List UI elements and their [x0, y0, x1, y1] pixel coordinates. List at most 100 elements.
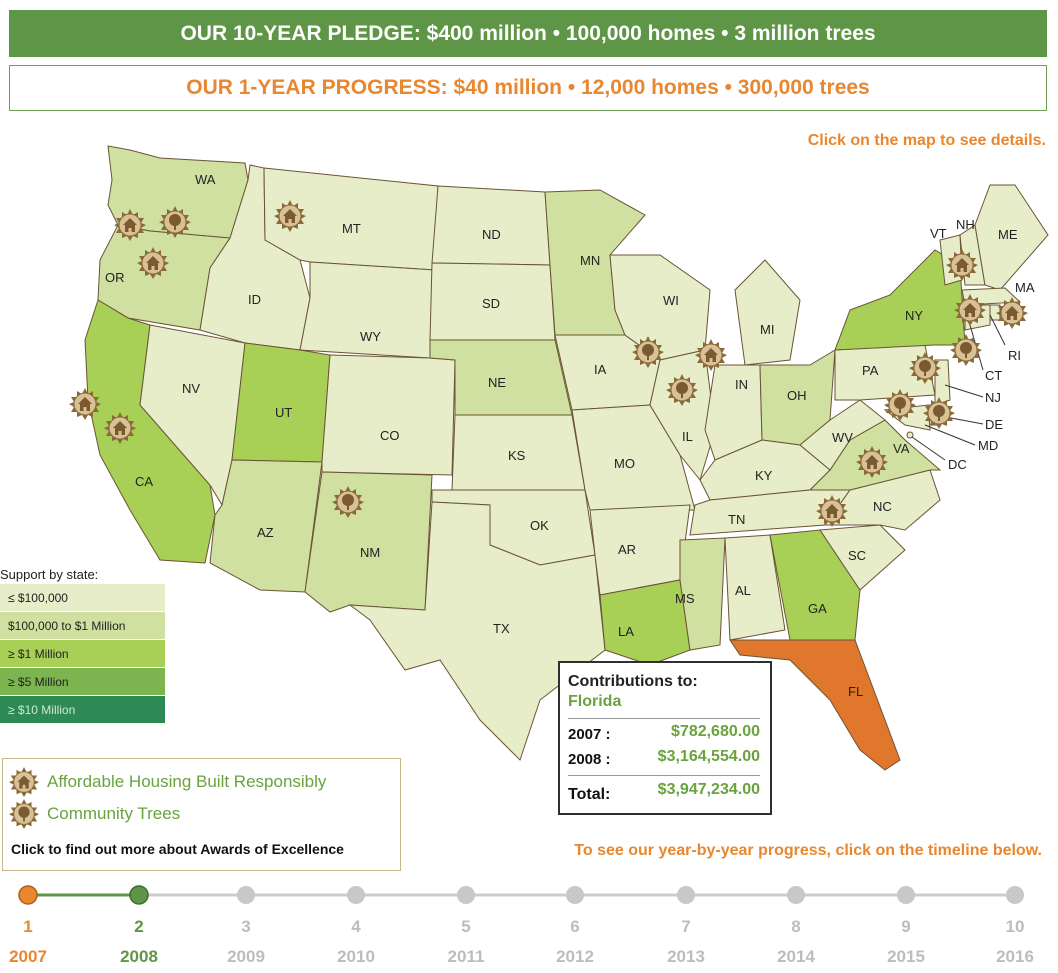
label-AR: AR [618, 542, 636, 557]
state-CO[interactable] [321, 354, 456, 476]
timeline-step-number[interactable]: 4 [351, 917, 361, 936]
support-legend: Support by state: ≤ $100,000 $100,000 to… [0, 567, 165, 724]
label-SC: SC [848, 548, 866, 563]
awards-link[interactable]: Click to find out more about Awards of E… [11, 841, 344, 857]
label-ME: ME [998, 227, 1018, 242]
contribution-amount: $3,164,554.00 [657, 748, 760, 765]
timeline-year[interactable]: 2009 [227, 947, 265, 966]
label-ID: ID [248, 292, 261, 307]
legend-tier-4: ≥ $5 Million [0, 668, 165, 695]
timeline-dot[interactable] [897, 886, 915, 904]
timeline-year[interactable]: 2011 [447, 947, 485, 966]
label-LA: LA [618, 624, 634, 639]
timeline-dot[interactable] [787, 886, 805, 904]
timeline-step-number[interactable]: 7 [681, 917, 691, 936]
label-AZ: AZ [257, 525, 274, 540]
state-UT[interactable] [231, 342, 331, 463]
label-TX: TX [493, 621, 510, 636]
label-NC: NC [873, 499, 892, 514]
state-TX[interactable] [348, 501, 606, 761]
state-ND[interactable] [431, 185, 551, 266]
label-VA: VA [893, 441, 910, 456]
label-UT: UT [275, 405, 292, 420]
legend-tier-5: ≥ $10 Million [0, 696, 165, 723]
timeline-year[interactable]: 2008 [120, 947, 158, 966]
contribution-year: 2007 : [568, 726, 611, 743]
map-hint: Click on the map to see details. [807, 132, 1046, 149]
state-SC[interactable] [819, 524, 906, 591]
label-NY: NY [905, 308, 923, 323]
label-KS: KS [508, 448, 526, 463]
state-GA[interactable] [769, 529, 861, 641]
state-ME[interactable] [974, 184, 1049, 291]
label-NJ: NJ [985, 390, 1001, 405]
state-ID[interactable] [199, 164, 311, 351]
timeline-step-number[interactable]: 2 [134, 917, 144, 936]
state-AZ[interactable] [209, 459, 323, 593]
state-NM[interactable] [304, 471, 433, 613]
state-MS[interactable] [679, 537, 726, 651]
timeline-step-number[interactable]: 9 [901, 917, 911, 936]
label-FL: FL [848, 684, 863, 699]
contributions-state: Florida [568, 693, 622, 710]
timeline-year[interactable]: 2007 [9, 947, 47, 966]
contributions-title: Contributions to: [568, 673, 698, 690]
pledge-banner: OUR 10-YEAR PLEDGE: $400 million • 100,0… [9, 10, 1047, 57]
label-WY: WY [360, 329, 381, 344]
label-WA: WA [195, 172, 216, 187]
award-trees-label: Community Trees [47, 804, 181, 823]
timeline-dot[interactable] [18, 885, 38, 905]
legend-tier-label: ≥ $1 Million [8, 646, 69, 661]
timeline-step-number[interactable]: 8 [791, 917, 801, 936]
timeline-year[interactable]: 2016 [996, 947, 1034, 966]
timeline-dot[interactable] [129, 885, 149, 905]
state-DC[interactable] [906, 431, 914, 439]
timeline-year[interactable]: 2014 [777, 947, 815, 966]
timeline-dot[interactable] [457, 886, 475, 904]
state-LA[interactable] [599, 579, 691, 666]
timeline-year[interactable]: 2013 [667, 947, 705, 966]
label-IA: IA [594, 362, 607, 377]
label-MO: MO [614, 456, 635, 471]
timeline-step-number[interactable]: 3 [241, 917, 251, 936]
state-NJ[interactable] [934, 359, 951, 406]
legend-tier-label: ≥ $5 Million [8, 674, 69, 689]
legend-tier-label: ≥ $10 Million [8, 702, 76, 717]
label-MS: MS [675, 591, 695, 606]
timeline-year[interactable]: 2012 [556, 947, 594, 966]
legend-tier-1: ≤ $100,000 [0, 584, 165, 611]
label-OR: OR [105, 270, 125, 285]
timeline-dot[interactable] [566, 886, 584, 904]
timeline-step-number[interactable]: 5 [461, 917, 471, 936]
label-IL: IL [682, 429, 693, 444]
label-NM: NM [360, 545, 380, 560]
tree-badge-icon [9, 799, 39, 829]
timeline-year[interactable]: 2010 [337, 947, 375, 966]
timeline-step-number[interactable]: 1 [23, 917, 33, 936]
progress-banner: OUR 1-YEAR PROGRESS: $40 million • 12,00… [9, 65, 1047, 111]
legend-tier-3: ≥ $1 Million [0, 640, 165, 667]
state-MI[interactable] [734, 259, 801, 366]
label-RI: RI [1008, 348, 1021, 363]
label-IN: IN [735, 377, 748, 392]
award-housing-label: Affordable Housing Built Responsibly [47, 772, 327, 791]
timeline-dot[interactable] [347, 886, 365, 904]
house-badge-icon [9, 767, 39, 797]
state-WY[interactable] [299, 261, 436, 359]
us-map[interactable]: WA OR CA NV ID MT WY UT AZ CO NM ND SD N… [0, 0, 1058, 870]
legend-tier-label: $100,000 to $1 Million [8, 618, 126, 633]
total-amount: $3,947,234.00 [657, 781, 760, 798]
timeline-step-number[interactable]: 6 [570, 917, 580, 936]
timeline-dot[interactable] [677, 886, 695, 904]
timeline-year[interactable]: 2015 [887, 947, 925, 966]
timeline-step-number[interactable]: 10 [1005, 917, 1025, 936]
legend-tier-2: $100,000 to $1 Million [0, 612, 165, 639]
timeline-dot[interactable] [237, 886, 255, 904]
label-CO: CO [380, 428, 400, 443]
state-AL[interactable] [724, 534, 786, 641]
timeline-dot[interactable] [1006, 886, 1024, 904]
label-GA: GA [808, 601, 827, 616]
label-ND: ND [482, 227, 501, 242]
state-FL[interactable] [729, 639, 901, 771]
label-NH: NH [956, 217, 975, 232]
